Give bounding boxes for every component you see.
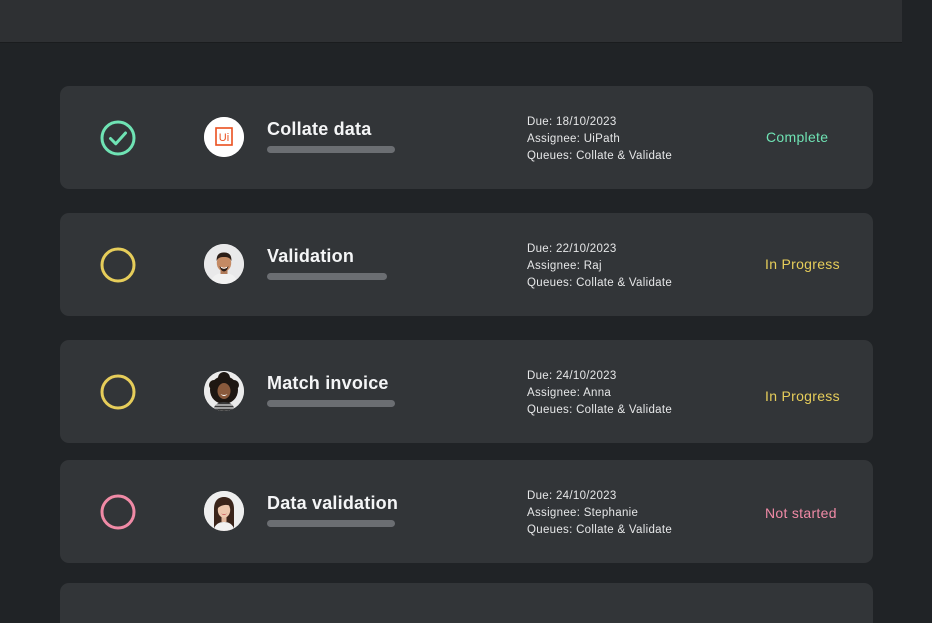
avatar-anna [204, 371, 244, 411]
title-progress-bar [267, 273, 387, 280]
task-title: Match invoice [267, 373, 389, 393]
uipath-logo-avatar: Ui [204, 117, 244, 157]
task-title: Data validation [267, 493, 399, 513]
task-meta: Due: 22/10/2023 Assignee: Raj Queues: Co… [527, 241, 672, 292]
task-assignee: Assignee: Stephanie [527, 507, 639, 519]
task-due-date: Due: 24/10/2023 [527, 370, 617, 382]
task-queues: Queues: Collate & Validate [527, 404, 673, 416]
task-due-date: Due: 18/10/2023 [527, 116, 617, 128]
task-list: Ui Collate data Due: 18/10/2023 Assignee… [60, 86, 873, 623]
task-queues: Queues: Collate & Validate [527, 277, 673, 289]
uipath-logo-text: Ui [219, 132, 229, 144]
title-progress-bar [267, 146, 395, 153]
empty-circle-icon[interactable] [100, 374, 136, 410]
task-assignee: Assignee: Raj [527, 260, 602, 272]
task-card-match-invoice[interactable]: Match invoice Due: 24/10/2023 Assignee: … [60, 340, 873, 443]
avatar-raj [204, 244, 244, 284]
uipath-logo-icon: Ui [204, 117, 244, 157]
task-assignee: Assignee: Anna [527, 387, 612, 399]
task-meta: Due: 24/10/2023 Assignee: Stephanie Queu… [527, 488, 672, 539]
task-card-collate-data[interactable]: Ui Collate data Due: 18/10/2023 Assignee… [60, 86, 873, 189]
task-queues: Queues: Collate & Validate [527, 524, 673, 536]
woman-avatar-icon [204, 491, 244, 531]
top-header-bar [0, 0, 902, 43]
task-card-validation[interactable]: Validation Due: 22/10/2023 Assignee: Raj… [60, 213, 873, 316]
task-queues: Queues: Collate & Validate [527, 150, 673, 162]
status-label: Not started [765, 505, 837, 521]
task-due-date: Due: 22/10/2023 [527, 243, 617, 255]
man-avatar-icon [204, 244, 244, 284]
task-title: Collate data [267, 119, 372, 139]
woman-curly-avatar-icon [204, 371, 244, 411]
avatar-stephanie [204, 491, 244, 531]
task-meta: Due: 18/10/2023 Assignee: UiPath Queues:… [527, 114, 672, 165]
task-title: Validation [267, 246, 355, 266]
status-label: In Progress [765, 256, 840, 272]
status-label: In Progress [765, 388, 840, 404]
empty-circle-icon[interactable] [100, 247, 136, 283]
task-meta: Due: 24/10/2023 Assignee: Anna Queues: C… [527, 368, 672, 419]
status-label: Complete [766, 129, 829, 145]
title-progress-bar [267, 520, 395, 527]
title-progress-bar [267, 400, 395, 407]
task-card-partial[interactable] [60, 583, 873, 623]
task-due-date: Due: 24/10/2023 [527, 490, 617, 502]
empty-circle-icon[interactable] [100, 494, 136, 530]
check-circle-icon[interactable] [100, 120, 136, 156]
task-assignee: Assignee: UiPath [527, 133, 621, 145]
task-card-data-validation[interactable]: Data validation Due: 24/10/2023 Assignee… [60, 460, 873, 563]
